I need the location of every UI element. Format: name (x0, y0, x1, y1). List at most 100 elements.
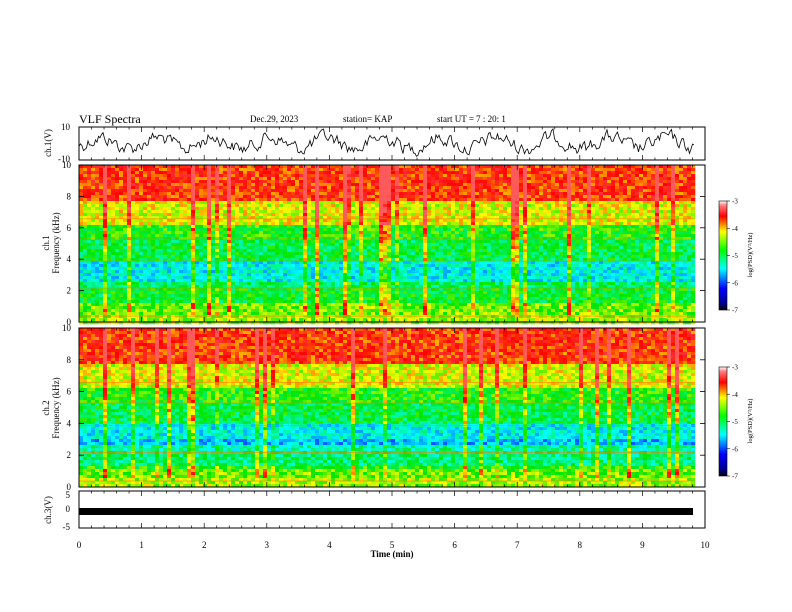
spectrogram-cell (543, 231, 548, 235)
spectrogram-cell (143, 174, 148, 178)
spectrogram-cell (387, 243, 392, 247)
spectrogram-cell (127, 189, 132, 193)
spectrogram-cell (271, 180, 276, 184)
spectrogram-cell (627, 180, 632, 184)
spectrogram-cell (183, 192, 188, 196)
spectrogram-cell (243, 186, 248, 190)
spectrogram-cell (387, 258, 392, 262)
spectrogram-cell (151, 216, 156, 220)
spectrogram-cell (347, 258, 352, 262)
spectrogram-cell (91, 240, 96, 244)
spectrogram-cell (103, 183, 108, 187)
spectrogram-cell (131, 204, 136, 208)
spectrogram-cell (219, 252, 224, 256)
spectrogram-cell (503, 174, 508, 178)
spectrogram-cell (551, 249, 556, 253)
spectrogram-cell (291, 207, 296, 211)
spectrogram-cell (659, 213, 664, 217)
spectrogram-cell (387, 198, 392, 202)
spectrogram-cell (539, 258, 544, 262)
spectrogram-cell (155, 192, 160, 196)
spectrogram-cell (207, 165, 212, 169)
spectrogram-cell (511, 249, 516, 253)
spectrogram-cell (423, 207, 428, 211)
spectrogram-cell (319, 249, 324, 253)
spectrogram-cell (139, 165, 144, 169)
spectrogram-cell (675, 177, 680, 181)
spectrogram-cell (275, 228, 280, 232)
spectrogram-cell (175, 255, 180, 259)
spectrogram-cell (147, 186, 152, 190)
spectrogram-cell (595, 237, 600, 241)
spectrogram-cell (583, 255, 588, 259)
spectrogram-cell (459, 192, 464, 196)
spectrogram-cell (503, 240, 508, 244)
spectrogram-cell (587, 192, 592, 196)
spectrogram-cell (559, 180, 564, 184)
spectrogram-cell (299, 186, 304, 190)
spectrogram-cell (183, 204, 188, 208)
spectrogram-cell (563, 195, 568, 199)
spectrogram-cell (511, 177, 516, 181)
spectrogram-cell (143, 171, 148, 175)
spectrogram-cell (475, 258, 480, 262)
spectrogram-cell (623, 198, 628, 202)
spectrogram-cell (587, 237, 592, 241)
spectrogram-cell (187, 201, 192, 205)
spectrogram-cell (351, 171, 356, 175)
spectrogram-cell (607, 198, 612, 202)
spectrogram-cell (263, 198, 268, 202)
spectrogram-cell (491, 216, 496, 220)
spectrogram-cell (667, 180, 672, 184)
spectrogram-cell (259, 186, 264, 190)
spectrogram-cell (627, 192, 632, 196)
spectrogram-cell (243, 234, 248, 238)
spectrogram-cell (187, 180, 192, 184)
spectrogram-cell (519, 183, 524, 187)
spectrogram-cell (191, 219, 196, 223)
spectrogram-cell (375, 255, 380, 259)
spectrogram-cell (591, 189, 596, 193)
spectrogram-cell (419, 201, 424, 205)
spectrogram-cell (607, 219, 612, 223)
spectrogram-cell (235, 261, 240, 265)
spectrogram-cell (347, 249, 352, 253)
spectrogram-cell (599, 195, 604, 199)
spectrogram-cell (651, 246, 656, 250)
spectrogram-cell (691, 243, 696, 247)
spectrogram-cell (255, 192, 260, 196)
spectrogram-cell (295, 198, 300, 202)
spectrogram-cell (487, 225, 492, 229)
spectrogram-cell (103, 198, 108, 202)
spectrogram-cell (147, 171, 152, 175)
spectrogram-cell (239, 177, 244, 181)
spectrogram-cell (339, 240, 344, 244)
spectrogram-cell (563, 249, 568, 253)
spectrogram-cell (479, 210, 484, 214)
spectrogram-cell (435, 186, 440, 190)
spectrogram-cell (403, 204, 408, 208)
spectrogram-cell (431, 174, 436, 178)
spectrogram-cell (523, 231, 528, 235)
spectrogram-cell (519, 240, 524, 244)
spectrogram-cell (107, 210, 112, 214)
spectrogram-cell (567, 207, 572, 211)
spectrogram-cell (171, 216, 176, 220)
spectrogram-cell (583, 201, 588, 205)
spectrogram-cell (491, 255, 496, 259)
spectrogram-cell (371, 171, 376, 175)
spectrogram-cell (591, 198, 596, 202)
spectrogram-cell (115, 255, 120, 259)
spectrogram-cell (391, 228, 396, 232)
spectrogram-cell (227, 225, 232, 229)
spectrogram-cell (227, 210, 232, 214)
spectrogram-cell (639, 189, 644, 193)
spectrogram-cell (307, 243, 312, 247)
spectrogram-cell (691, 258, 696, 262)
spectrogram-cell (395, 216, 400, 220)
spectrogram-cell (79, 249, 84, 253)
spectrogram-cell (603, 249, 608, 253)
spectrogram-cell (83, 201, 88, 205)
spectrogram-cell (639, 255, 644, 259)
spectrogram-cell (663, 222, 668, 226)
